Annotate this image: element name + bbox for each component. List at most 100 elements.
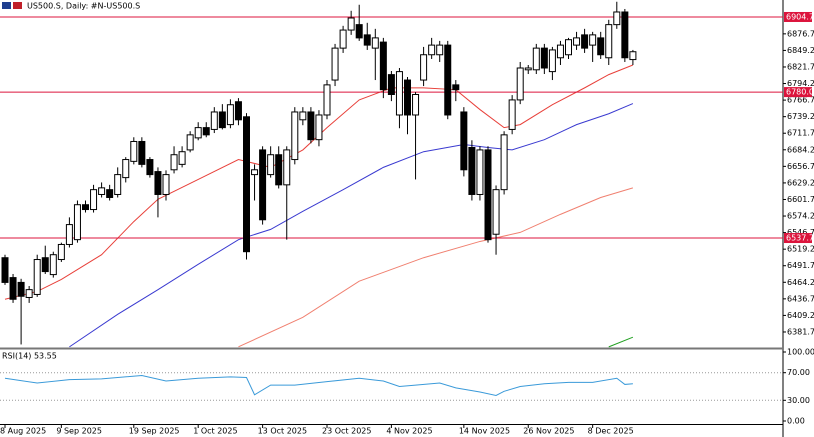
- candle-body: [194, 127, 202, 139]
- candle-body: [500, 134, 508, 191]
- y-tick-label: 30.00: [787, 396, 810, 405]
- candle-body: [299, 111, 307, 121]
- candle-body: [106, 189, 114, 198]
- candle-body: [355, 24, 363, 39]
- candle-body: [532, 47, 540, 71]
- y-tick-label: 6629.2: [787, 178, 814, 187]
- candle-body: [17, 281, 25, 297]
- candle-body: [605, 24, 613, 59]
- y-tick-label: 6491.7: [787, 261, 814, 270]
- candle-body: [363, 34, 371, 46]
- candle-body: [307, 111, 315, 141]
- candle-body: [218, 111, 226, 129]
- indicator-title: RSI(14) 53.55: [2, 352, 57, 361]
- level-label: 6780.0: [786, 88, 814, 97]
- candle-body: [57, 243, 65, 261]
- candle-body: [41, 257, 49, 273]
- moving-average: [69, 103, 634, 348]
- candle-body: [267, 154, 275, 176]
- x-tick-label: 19 Sep 2025: [129, 427, 180, 436]
- level-label: 6904.7: [786, 12, 814, 21]
- candle-body: [589, 34, 597, 46]
- candle-body: [371, 37, 379, 49]
- candle-body: [283, 149, 291, 186]
- candle-body: [428, 44, 436, 56]
- candle-body: [484, 149, 492, 241]
- rsi-line: [4, 374, 633, 396]
- y-tick-label: 6546.7: [787, 228, 814, 237]
- candle-body: [25, 289, 33, 298]
- x-tick-label: 26 Nov 2025: [523, 427, 574, 436]
- candle-body: [468, 146, 476, 195]
- candle-body: [339, 29, 347, 49]
- y-tick-label: 6684.2: [787, 145, 814, 154]
- x-tick-label: 14 Nov 2025: [459, 427, 510, 436]
- y-tick-label: 6601.7: [787, 195, 814, 204]
- candle-body: [226, 104, 234, 126]
- y-tick-label: 70.00: [787, 368, 810, 377]
- candle-body: [65, 224, 73, 245]
- candle-body: [202, 127, 210, 136]
- symbol-icon: [2, 2, 11, 9]
- candle-body: [33, 259, 41, 295]
- candle-body: [573, 37, 581, 46]
- candle-body: [492, 189, 500, 235]
- candle-body: [291, 111, 299, 161]
- candle-body: [9, 277, 17, 300]
- candle-body: [122, 159, 130, 179]
- candle-body: [210, 111, 218, 130]
- y-tick-label: 6739.2: [787, 112, 814, 121]
- candle-body: [178, 151, 186, 165]
- candle-body: [387, 74, 395, 95]
- candle-body: [476, 149, 484, 195]
- candle-body: [581, 34, 589, 49]
- candle-body: [49, 254, 57, 276]
- candle-body: [621, 11, 629, 59]
- y-tick-label: 6821.7: [787, 62, 814, 71]
- candle-body: [234, 101, 242, 121]
- candle-body: [146, 159, 154, 176]
- candle-body: [130, 140, 138, 162]
- candle-body: [315, 114, 323, 141]
- y-tick-label: 6519.2: [787, 245, 814, 254]
- symbol-icon: [13, 2, 22, 9]
- y-tick-label: 6766.7: [787, 96, 814, 105]
- candle-body: [1, 257, 9, 283]
- y-tick-label: 6794.2: [787, 79, 814, 88]
- y-tick-label: 0.00: [787, 417, 805, 426]
- y-tick-label: 6876.7: [787, 29, 814, 38]
- candle-body: [251, 169, 259, 176]
- x-tick-label: 4 Nov 2025: [386, 427, 432, 436]
- candle-body: [73, 204, 81, 241]
- candle-body: [379, 41, 387, 91]
- candle-body: [436, 44, 444, 56]
- level-label: 6537.7: [786, 234, 814, 243]
- candle-body: [323, 84, 331, 116]
- x-tick-label: 13 Oct 2025: [258, 427, 307, 436]
- level-label-bg: [784, 11, 812, 22]
- candle-body: [243, 116, 250, 253]
- y-tick-label: 6409.2: [787, 311, 814, 320]
- candle-body: [138, 140, 146, 165]
- candle-body: [114, 174, 122, 195]
- candle-body: [186, 134, 194, 151]
- candle-body: [331, 47, 339, 81]
- candle-body: [452, 84, 460, 91]
- y-tick-label: 6436.7: [787, 294, 814, 303]
- candle-body: [460, 111, 468, 171]
- candle-body: [90, 189, 98, 211]
- candle-body: [98, 187, 106, 195]
- x-tick-label: 23 Oct 2025: [322, 427, 371, 436]
- candle-body: [556, 44, 564, 59]
- candle-body: [597, 37, 605, 56]
- chart-title: US500.S, Daily: #N-US500.S: [27, 2, 140, 11]
- x-tick-label: 8 Aug 2025: [0, 427, 46, 436]
- x-tick-label: 1 Oct 2025: [193, 427, 237, 436]
- candle-body: [565, 39, 572, 56]
- y-tick-label: 6574.2: [787, 212, 814, 221]
- candle-body: [524, 67, 532, 71]
- candle-body: [629, 51, 637, 61]
